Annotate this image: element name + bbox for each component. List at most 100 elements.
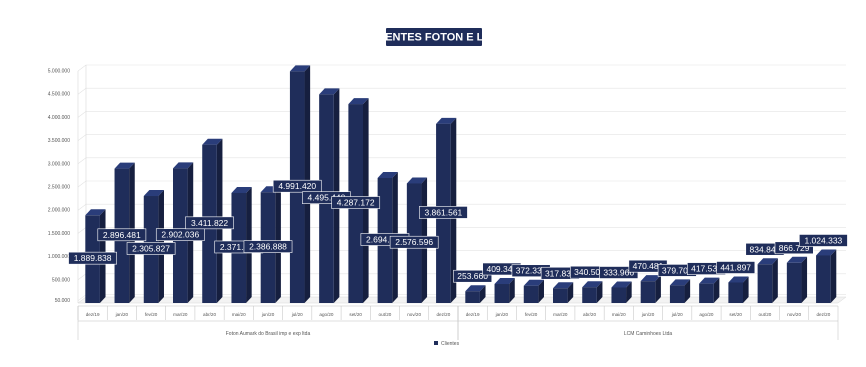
category-label: mai/20 — [232, 312, 246, 317]
data-label: 2.576.596 — [389, 235, 439, 249]
y-tick-label: 3.500.000 — [48, 138, 70, 144]
gridline-side — [77, 64, 87, 72]
category-label: jun/20 — [261, 312, 275, 317]
bar — [553, 282, 574, 303]
bar — [640, 275, 661, 303]
group-label: LCM Caminhoes Ltda — [624, 331, 673, 337]
category-label: dez/20 — [436, 312, 450, 317]
category-label: dez/19 — [86, 312, 100, 317]
y-tick-label: 2.000.000 — [48, 208, 70, 214]
data-label: 441.897 — [716, 261, 756, 274]
category-label: jan/20 — [115, 312, 129, 317]
category-label: out/20 — [759, 312, 772, 317]
svg-text:4.287.172: 4.287.172 — [337, 198, 375, 208]
category-label: jan/20 — [495, 312, 509, 317]
gridline-side — [77, 87, 87, 95]
bar — [757, 258, 778, 303]
category-label: abr/20 — [583, 312, 596, 317]
gridline-side — [77, 134, 87, 141]
svg-text:4.495.440: 4.495.440 — [308, 193, 346, 203]
category-label: dez/19 — [466, 312, 480, 317]
svg-text:3.411.822: 3.411.822 — [191, 218, 228, 228]
category-label: ago/20 — [699, 312, 713, 317]
chart-title: CLIENTES FOTON E LCM — [367, 32, 500, 44]
svg-text:417.536: 417.536 — [691, 264, 722, 274]
svg-text:317.832: 317.832 — [545, 268, 576, 278]
category-label: nov/20 — [787, 312, 801, 317]
category-label: mar/20 — [173, 312, 188, 317]
svg-text:1.024.333: 1.024.333 — [804, 235, 842, 245]
category-label: out/20 — [379, 312, 392, 317]
data-label: 4.991.420 — [272, 179, 322, 193]
data-label: 2.305.827 — [126, 242, 176, 255]
bar — [523, 279, 544, 303]
gridline-side — [77, 273, 87, 281]
data-label: 333.966 — [599, 266, 639, 279]
y-tick-label: 500.000 — [52, 277, 70, 283]
y-tick-label: 4.000.000 — [48, 115, 70, 121]
category-label: set/20 — [349, 312, 362, 317]
y-tick-label: 1.500.000 — [48, 231, 70, 237]
svg-text:333.966: 333.966 — [603, 268, 634, 278]
y-tick-label: 1.000.000 — [48, 254, 70, 260]
group-label: Foton Aumark do Brasil imp e exp ltda — [226, 331, 311, 337]
bar — [816, 249, 837, 303]
y-tick-label: 3.000.000 — [48, 161, 70, 167]
gridline-side — [77, 227, 87, 234]
category-label: dez/20 — [816, 312, 830, 317]
svg-text:2.902.036: 2.902.036 — [161, 230, 199, 240]
svg-text:253.660: 253.660 — [457, 271, 488, 281]
category-label: set/20 — [729, 312, 742, 317]
svg-text:834.844: 834.844 — [750, 244, 781, 254]
category-label: nov/20 — [407, 312, 421, 317]
category-label: abr/20 — [203, 312, 216, 317]
svg-text:4.991.420: 4.991.420 — [278, 181, 316, 191]
data-labels: 1.889.838 2.896.481 2.305.827 2.902.036 3.41… — [68, 179, 848, 283]
y-tick-label: 2.500.000 — [48, 185, 70, 191]
svg-text:340.506: 340.506 — [574, 267, 605, 277]
gridline-side — [77, 111, 87, 118]
data-label: 3.411.822 — [185, 216, 234, 230]
bar — [582, 281, 603, 303]
svg-text:2.305.827: 2.305.827 — [132, 244, 170, 254]
svg-text:470.481: 470.481 — [633, 261, 664, 271]
svg-text:2.576.596: 2.576.596 — [395, 237, 433, 247]
category-label: fev/20 — [145, 312, 158, 317]
y-tick-label: 50.000 — [55, 298, 71, 304]
legend-label: Clientes — [441, 341, 460, 347]
svg-text:3.861.561: 3.861.561 — [424, 207, 462, 217]
svg-text:2.896.481: 2.896.481 — [103, 230, 141, 240]
svg-text:372.333: 372.333 — [516, 266, 547, 276]
bar — [669, 279, 691, 303]
gridline-side — [77, 157, 87, 165]
svg-text:2.371.663: 2.371.663 — [220, 242, 258, 252]
category-label: fev/20 — [525, 312, 538, 317]
svg-text:1.889.838: 1.889.838 — [74, 253, 112, 263]
y-axis-ticks: 50.000 500.000 1.000.000 1.500.000 2.000.000… — [48, 69, 70, 305]
gridline-side — [77, 203, 87, 211]
svg-text:409.349: 409.349 — [486, 264, 517, 274]
bar — [728, 276, 749, 303]
data-label: 2.902.036 — [155, 228, 205, 241]
y-tick-label: 5.000.000 — [48, 69, 70, 75]
data-label: 3.861.561 — [419, 206, 468, 219]
svg-text:2.386.888: 2.386.888 — [249, 242, 287, 252]
legend-swatch — [434, 341, 438, 345]
bar — [699, 277, 720, 303]
data-label: 2.386.888 — [243, 240, 293, 253]
category-label: jul/20 — [291, 312, 303, 317]
bar — [465, 285, 486, 303]
data-label: 1.889.838 — [68, 251, 117, 265]
bar — [611, 281, 632, 303]
y-tick-label: 4.500.000 — [48, 92, 70, 98]
svg-text:441.897: 441.897 — [720, 262, 751, 272]
data-label: 1.024.333 — [799, 234, 848, 247]
bar — [494, 278, 515, 303]
data-label: 409.349 — [482, 262, 522, 276]
gridline-side — [77, 180, 87, 188]
data-label: 2.896.481 — [97, 228, 147, 242]
category-label: mar/20 — [553, 312, 568, 317]
legend: Clientes — [434, 341, 460, 347]
data-label: 253.660 — [453, 269, 493, 283]
